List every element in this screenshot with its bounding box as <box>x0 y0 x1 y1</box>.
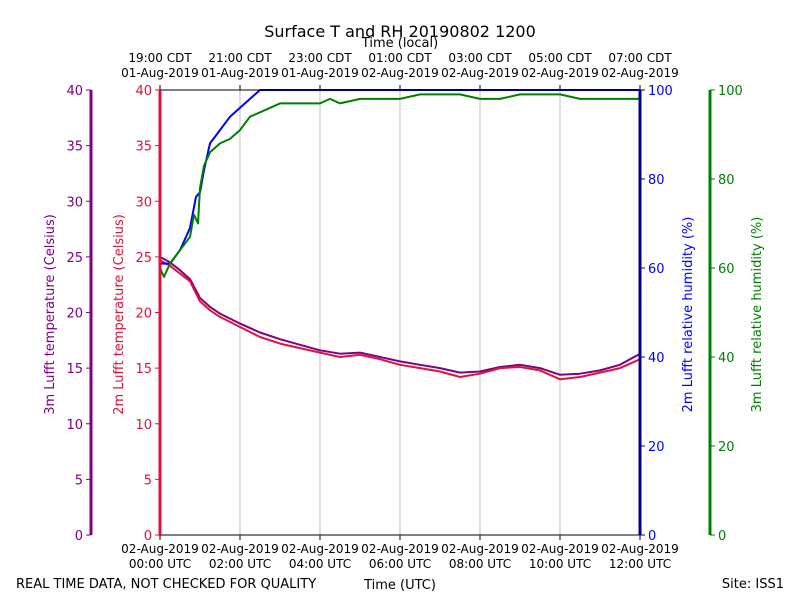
x-tick-label-bottom-date: 02-Aug-2019 <box>121 542 199 556</box>
x-tick-label-top-time: 19:00 CDT <box>128 51 192 65</box>
x-tick-label-top-time: 05:00 CDT <box>528 51 592 65</box>
y-tick-label-t2m: 0 <box>144 529 152 544</box>
y-axis-title-t2m: 2m Lufft temperature (Celsius) <box>112 214 127 415</box>
x-tick-label-bottom-date: 02-Aug-2019 <box>281 542 359 556</box>
x-tick-label-bottom-date: 02-Aug-2019 <box>201 542 279 556</box>
x-tick-label-top-date: 02-Aug-2019 <box>601 66 679 80</box>
grid-layer <box>239 90 561 535</box>
y-tick-label-t2m: 20 <box>135 307 152 322</box>
site-label: Site: ISS1 <box>722 577 784 592</box>
y-tick-label-rh3m: 40 <box>718 351 735 366</box>
axes-layer <box>89 89 712 536</box>
y-tick-label-rh2m: 20 <box>648 440 665 455</box>
y-tick-label-t3m: 30 <box>66 195 83 210</box>
x-tick-label-top-date: 01-Aug-2019 <box>281 66 359 80</box>
y-tick-label-t3m: 10 <box>66 418 83 433</box>
y-axis-title-t3m: 3m Lufft temperature (Celsius) <box>43 214 58 415</box>
y-tick-label-t2m: 5 <box>144 473 152 488</box>
x-tick-label-top-time: 23:00 CDT <box>288 51 352 65</box>
series-layer <box>159 89 641 381</box>
y-tick-label-t2m: 10 <box>135 418 152 433</box>
y-axis-title-rh3m: 3m Lufft relative humidity (%) <box>750 217 765 413</box>
y-tick-label-t3m: 25 <box>66 251 83 266</box>
y-tick-label-t3m: 35 <box>66 140 83 155</box>
y-tick-label-t2m: 40 <box>135 84 152 99</box>
y-tick-label-t3m: 5 <box>75 473 83 488</box>
y-tick-label-rh2m: 0 <box>648 529 656 544</box>
x-axis-label: Time (UTC) <box>363 578 436 593</box>
x-tick-label-bottom-time: 10:00 UTC <box>529 557 591 571</box>
x-tick-label-top-date: 02-Aug-2019 <box>441 66 519 80</box>
x-tick-label-bottom-time: 02:00 UTC <box>209 557 271 571</box>
series-line-rh2m <box>160 89 640 265</box>
x-tick-label-top-date: 01-Aug-2019 <box>201 66 279 80</box>
y-tick-label-rh3m: 60 <box>718 262 735 277</box>
y-tick-label-rh2m: 80 <box>648 173 665 188</box>
quality-disclaimer: REAL TIME DATA, NOT CHECKED FOR QUALITY <box>16 577 316 592</box>
x-tick-label-bottom-date: 02-Aug-2019 <box>601 542 679 556</box>
y-tick-label-t2m: 25 <box>135 251 152 266</box>
x-tick-label-top-time: 07:00 CDT <box>608 51 672 65</box>
y-tick-label-rh2m: 60 <box>648 262 665 277</box>
y-tick-label-t3m: 0 <box>75 529 83 544</box>
x-tick-label-top-time: 03:00 CDT <box>448 51 512 65</box>
x-tick-label-bottom-time: 08:00 UTC <box>449 557 511 571</box>
y-tick-label-t2m: 15 <box>135 362 152 377</box>
series-line-t3m <box>159 256 641 376</box>
y-axis-title-rh2m: 2m Lufft relative humidity (%) <box>681 217 696 413</box>
ticks-layer: 0 5 10 15 20 25 30 35 40 3m Lufft temperature (Ce… <box>43 51 765 571</box>
y-tick-label-rh2m: 40 <box>648 351 665 366</box>
y-tick-label-t2m: 35 <box>135 140 152 155</box>
chart-title: Surface T and RH 20190802 1200 <box>264 22 536 41</box>
y-tick-label-t2m: 30 <box>135 195 152 210</box>
y-tick-label-rh3m: 100 <box>718 84 743 99</box>
x-tick-label-top-time: 21:00 CDT <box>208 51 272 65</box>
y-tick-label-rh2m: 100 <box>648 84 673 99</box>
y-tick-label-t3m: 20 <box>66 307 83 322</box>
top-x-axis-label: Time (local) <box>361 36 438 51</box>
y-tick-label-t3m: 15 <box>66 362 83 377</box>
x-tick-label-bottom-time: 04:00 UTC <box>289 557 351 571</box>
x-tick-label-bottom-time: 00:00 UTC <box>129 557 191 571</box>
y-tick-label-rh3m: 20 <box>718 440 735 455</box>
y-tick-label-rh3m: 0 <box>718 529 726 544</box>
x-tick-label-bottom-date: 02-Aug-2019 <box>521 542 599 556</box>
series-line-t2m <box>159 259 641 381</box>
y-tick-label-t3m: 40 <box>66 84 83 99</box>
x-tick-label-bottom-date: 02-Aug-2019 <box>361 542 439 556</box>
series-line-rh3m <box>159 93 640 278</box>
x-tick-label-bottom-time: 12:00 UTC <box>609 557 671 571</box>
x-tick-label-top-date: 02-Aug-2019 <box>521 66 599 80</box>
y-tick-label-rh3m: 80 <box>718 173 735 188</box>
x-tick-label-top-date: 01-Aug-2019 <box>121 66 199 80</box>
x-tick-label-top-date: 02-Aug-2019 <box>361 66 439 80</box>
x-tick-label-bottom-date: 02-Aug-2019 <box>441 542 519 556</box>
x-tick-label-bottom-time: 06:00 UTC <box>369 557 431 571</box>
x-tick-label-top-time: 01:00 CDT <box>368 51 432 65</box>
